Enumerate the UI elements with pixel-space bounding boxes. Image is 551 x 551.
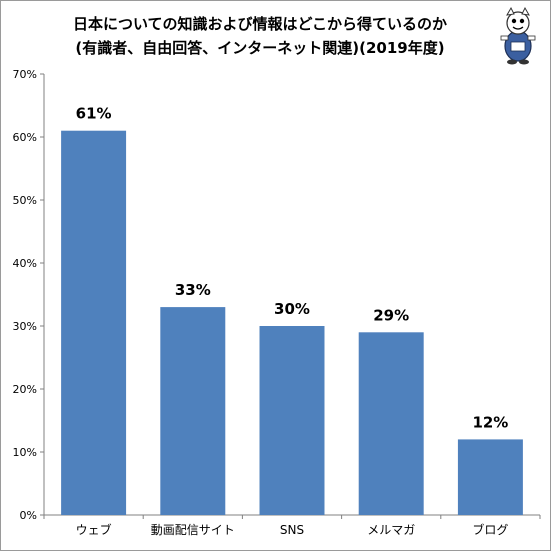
x-tick-label: ウェブ [76,522,112,537]
y-tick-label: 50% [13,194,37,207]
data-label: 29% [373,306,409,324]
x-tick-label: メルマガ [367,523,415,537]
x-tick-label: 動画配信サイト [151,523,235,537]
data-label: 12% [472,413,508,431]
y-tick-label: 40% [13,257,37,270]
y-tick-label: 70% [13,68,37,81]
data-label: 61% [76,105,112,123]
bar [457,439,523,515]
x-tick-label: ブログ [472,522,508,537]
chart-title: 日本についての知識および情報はどこから得ているのか (有識者、自由回答、インター… [20,12,500,60]
x-tick-label: SNS [280,523,304,537]
data-label: 33% [175,281,211,299]
bar [358,332,424,515]
bar [61,130,127,515]
bar [259,326,325,515]
y-tick-label: 10% [13,446,37,459]
chart-title-line2: (有識者、自由回答、インターネット関連)(2019年度) [75,39,445,57]
y-tick-label: 20% [13,383,37,396]
y-tick-label: 60% [13,131,37,144]
chart-title-line1: 日本についての知識および情報はどこから得ているのか [72,15,448,33]
y-tick-label: 30% [13,320,37,333]
mascot-logo-icon [500,6,536,65]
data-label: 30% [274,300,310,318]
bar [160,307,226,515]
y-tick-label: 0% [20,509,37,522]
